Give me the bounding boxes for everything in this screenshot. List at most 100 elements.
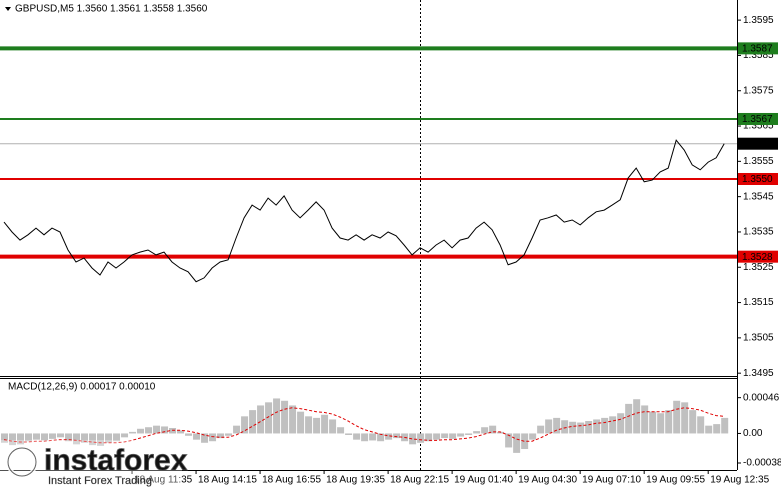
macd-bar — [689, 410, 697, 434]
macd-bar — [49, 433, 57, 439]
y-tick-label: 1.3555 — [743, 156, 774, 167]
watermark-brand: instaforex — [44, 444, 188, 477]
y-tick-label: 1.3595 — [743, 15, 774, 26]
macd-bar — [425, 433, 433, 442]
y-tick-label: 1.3575 — [743, 85, 774, 96]
watermark-backdrop — [0, 440, 182, 489]
macd-bar — [65, 433, 73, 442]
x-tick-label: 19 Aug 07:10 — [582, 475, 641, 486]
macd-bar — [137, 428, 145, 434]
macd-bar — [361, 433, 369, 442]
macd-bar — [225, 433, 233, 436]
macd-bar — [145, 427, 153, 434]
signal-line — [3, 407, 725, 444]
y-tick-label: 1.3505 — [743, 333, 774, 344]
macd-bar — [609, 416, 617, 434]
macd-bar — [193, 433, 201, 440]
macd-bar — [441, 433, 449, 439]
macd-bar — [577, 422, 585, 434]
watermark-logo-outline — [7, 447, 37, 477]
y-tick-label: 1.3585 — [743, 50, 774, 61]
macd-bar — [153, 425, 161, 434]
macd-bar — [81, 433, 89, 443]
macd-bar — [593, 419, 601, 434]
macd-bar — [337, 427, 345, 434]
y-tick-label: 0.00 — [743, 428, 763, 439]
macd-bar — [89, 433, 97, 446]
macd-bar — [217, 433, 225, 439]
menu-arrow — [5, 7, 11, 11]
macd-bar — [553, 417, 561, 434]
macd-bar — [97, 433, 105, 446]
macd-bar — [713, 424, 721, 434]
level-label-box — [738, 42, 778, 55]
macd-bar — [201, 433, 209, 443]
macd-bar — [113, 433, 121, 442]
macd-bar — [9, 433, 17, 446]
macd-bar — [633, 399, 641, 434]
macd-bar — [465, 433, 473, 435]
macd-bar — [265, 402, 273, 434]
macd-bar — [57, 433, 65, 438]
macd-bar — [185, 433, 193, 436]
macd-bar — [17, 433, 25, 445]
macd-bar — [385, 433, 393, 440]
macd-bar — [121, 433, 129, 438]
macd-bar — [457, 433, 465, 437]
macd-bar — [481, 427, 489, 434]
y-tick-label: 1.3495 — [743, 368, 774, 379]
macd-bar — [305, 416, 313, 434]
macd-bar — [161, 426, 169, 434]
macd-bar — [601, 417, 609, 434]
macd-bar — [433, 433, 441, 440]
level-label: 1.3550 — [742, 174, 773, 185]
macd-bar — [1, 433, 9, 443]
price-line — [3, 139, 725, 283]
macd-bar — [345, 433, 353, 435]
macd-bar — [529, 433, 537, 440]
macd-bar — [489, 425, 497, 434]
macd-bar — [273, 398, 281, 434]
macd-bar — [513, 433, 521, 453]
x-tick-label: 19 Aug 12:35 — [710, 475, 769, 486]
macd-bar — [521, 433, 529, 449]
macd-bar — [545, 419, 553, 434]
macd-bar — [105, 433, 113, 443]
macd-bar — [537, 425, 545, 434]
macd-bar — [681, 402, 689, 434]
macd-bar — [705, 425, 713, 434]
macd-bar — [321, 414, 329, 434]
macd-bar — [393, 433, 401, 439]
macd-bar — [281, 400, 289, 434]
y-tick-label: -0.00038 — [743, 458, 781, 469]
macd-bar — [177, 430, 185, 434]
macd-bar — [233, 425, 241, 434]
macd-bar — [33, 433, 41, 440]
macd-bar — [625, 403, 633, 434]
x-tick-label: 18 Aug 16:55 — [262, 475, 321, 486]
y-tick-label: 1.3515 — [743, 297, 774, 308]
chart-title: GBPUSD,M5 1.3560 1.3561 1.3558 1.3560 — [15, 4, 208, 15]
x-tick-label: 18 Aug 11:35 — [134, 475, 193, 486]
watermark: instaforex Instant Forex Trading — [0, 440, 188, 489]
macd-bar — [505, 433, 513, 448]
x-tick-label: 19 Aug 04:30 — [518, 475, 577, 486]
y-tick-label: 1.3525 — [743, 262, 774, 273]
macd-bar — [617, 413, 625, 434]
macd-bar — [369, 433, 377, 441]
y-tick-label: 0.00046 — [743, 392, 780, 403]
macd-bar — [257, 405, 265, 434]
macd-bar — [569, 421, 577, 434]
level-label: 1.3528 — [742, 252, 773, 263]
level-label: 1.3587 — [742, 44, 773, 55]
x-tick-label: 18 Aug 19:35 — [326, 475, 385, 486]
macd-bar — [449, 433, 457, 439]
macd-bar — [329, 419, 337, 434]
macd-bar — [289, 405, 297, 434]
macd-bar — [249, 410, 257, 434]
y-tick-label: 1.3545 — [743, 191, 774, 202]
current-price-label: 1.3560 — [742, 139, 773, 150]
current-price-box — [738, 137, 778, 150]
